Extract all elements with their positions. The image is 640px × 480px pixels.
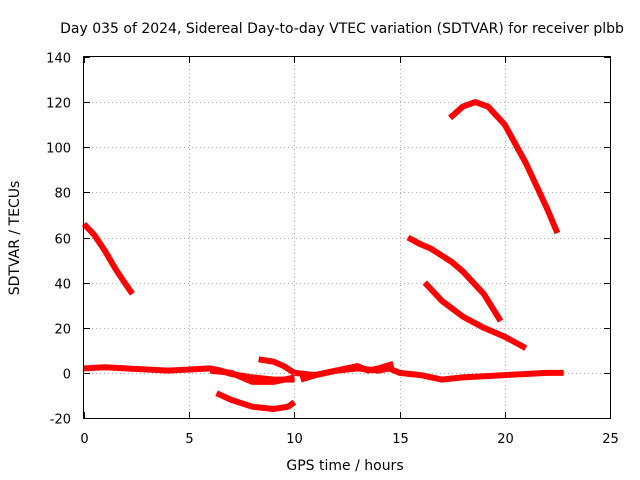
x-tick-label: 20: [497, 432, 514, 447]
series-arc-lower-decline: [422, 280, 528, 351]
chart-title: Day 035 of 2024, Sidereal Day-to-day VTE…: [60, 21, 624, 37]
x-tick-label: 0: [80, 432, 88, 447]
y-tick-label: 120: [46, 97, 71, 112]
y-tick-label: 80: [54, 187, 71, 202]
series-arc-early-decline: [81, 221, 135, 296]
series-arc-baseline-e: [299, 361, 395, 383]
series-arc-negative-dip: [215, 390, 297, 412]
grid-lines: [84, 57, 610, 418]
x-tick-label: 15: [392, 432, 409, 447]
series-arc-mid-decline: [406, 234, 504, 323]
data-series: [81, 99, 564, 412]
series-arc-baseline-b: [209, 367, 296, 385]
y-tick-label: 0: [63, 368, 71, 383]
y-tick-label: -20: [50, 413, 71, 428]
axis-ticks: 0 5 10 15 20 25 -20 0 20 40 60 80 100 120 140: [46, 52, 619, 448]
y-axis-label: SDTVAR / TECUs: [7, 181, 23, 296]
x-axis-label: GPS time / hours: [286, 458, 403, 474]
y-tick-label: 20: [54, 323, 71, 338]
plot-frame: [83, 56, 611, 419]
y-tick-label: 140: [46, 52, 71, 67]
x-tick-label: 25: [602, 432, 619, 447]
y-tick-label: 40: [54, 278, 71, 293]
x-tick-label: 10: [286, 432, 303, 447]
y-tick-label: 100: [46, 142, 71, 157]
series-arc-upper-peak: [448, 99, 561, 235]
y-tick-label: 60: [54, 233, 71, 248]
series-arc-baseline-a: [83, 364, 295, 383]
series-arc-baseline-c: [258, 356, 297, 376]
x-tick-label: 5: [185, 432, 193, 447]
